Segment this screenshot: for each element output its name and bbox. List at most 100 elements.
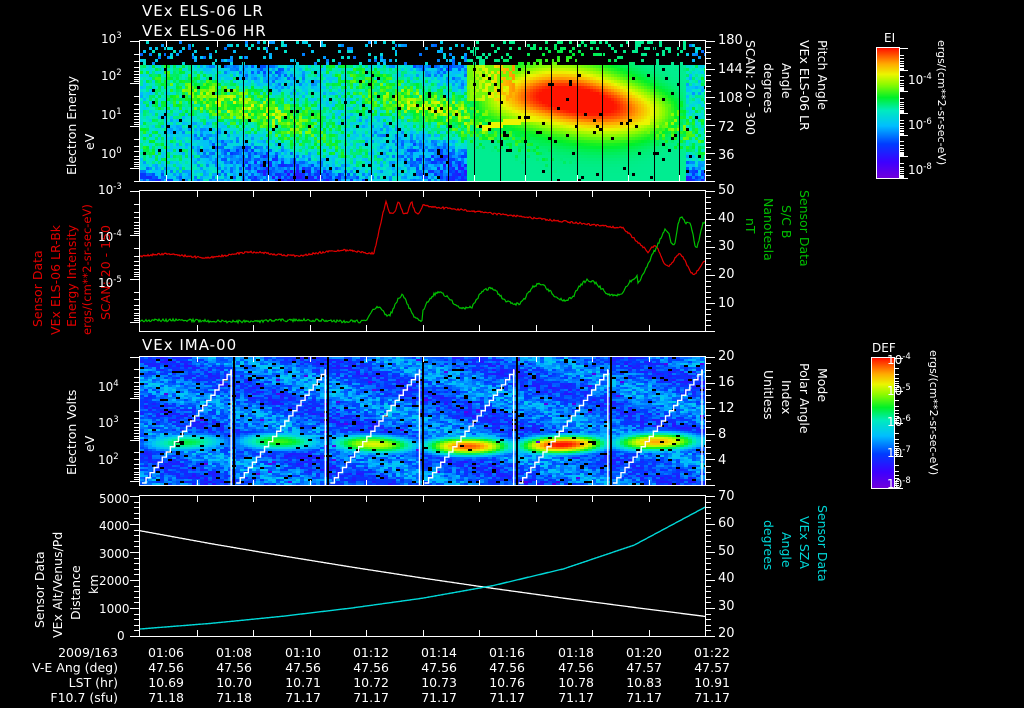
panel4-frame [139,495,706,637]
colorbar-def-frame [871,357,895,489]
panel4-ytick-4: 1000 [99,602,130,616]
panel2-ytick-0: 10-3 [98,182,122,197]
row-time-cell-4: 01:14 [420,645,457,660]
panel3-rtick-2: 12 [718,401,735,416]
row-ve-ang-cell-2: 47.56 [285,660,321,675]
panel3-title: VEx IMA-00 [142,336,238,354]
colorbar-def-ticks [895,357,903,489]
row-ve-ang-cell-7: 47.57 [626,660,662,675]
row-lst-cell-1: 10.70 [216,675,252,690]
row-lst-cell-5: 10.76 [489,675,525,690]
panel1-left-unit: eV [82,133,97,150]
row-f107-cell-8: 71.17 [694,690,730,705]
row-ve-ang-cell-6: 47.56 [558,660,594,675]
row-ve-ang-cell-8: 47.57 [694,660,730,675]
row-f107-cell-1: 71.18 [216,690,252,705]
colorbar-ei-title: EI [884,31,896,45]
panel1-rtick-1: 144 [718,62,743,77]
panel2-frame [139,190,706,332]
panel4-ytick-0: 5000 [99,492,130,506]
colorbar-def-tick-1: 10-5 [887,383,911,398]
panel1-title-hr: VEx ELS-06 HR [142,22,267,40]
panel3-spectrogram [140,357,705,485]
row-f107-cell-3: 71.17 [353,690,389,705]
row-ve-ang-cell-5: 47.56 [489,660,525,675]
panel2-ytick-2: 10-5 [98,275,122,290]
row-lst-cell-4: 10.73 [421,675,457,690]
row-f107-cell-0: 71.18 [148,690,184,705]
row-time-cell-2: 01:10 [284,645,321,660]
panel4-rtick-0: 70 [718,489,735,504]
row-time-cell-0: 01:06 [147,645,184,660]
colorbar-def [872,358,894,488]
row-f107-cell-6: 71.17 [558,690,594,705]
panel1-rtick-0: 180 [718,33,743,48]
row-f107-cell-2: 71.17 [285,690,321,705]
row-lst-cell-7: 10.83 [626,675,662,690]
panel2-rtick-4: 10 [718,296,735,311]
panel1-title-lr: VEx ELS-06 LR [142,2,264,20]
panel2-rtick-2: 30 [718,239,735,254]
panel1-rtick-2: 108 [718,91,743,106]
colorbar-ei [877,48,899,178]
panel2-left-ticks [130,190,139,332]
panel3-frame [139,356,706,486]
panel4-lineplot [140,496,705,636]
panel1-rtick-4: 36 [718,148,735,163]
panel4-ytick-3: 2000 [99,574,130,588]
panel2-right-ticks [706,190,715,332]
panel4-rtick-3: 40 [718,571,735,586]
colorbar-ei-tick-1: 10-6 [908,117,932,132]
row-time-cell-1: 01:08 [215,645,252,660]
colorbar-def-tick-2: 10-6 [887,414,911,429]
panel1-ytick-1: 102 [101,68,122,83]
panel1-ytick-2: 101 [101,107,122,122]
row-lst-cell-3: 10.72 [353,675,389,690]
row-time-cell-6: 01:18 [557,645,594,660]
colorbar-ei-ticks [900,47,908,179]
row-ve-ang-cell-0: 47.56 [148,660,184,675]
row-lst-cell-0: 10.69 [148,675,184,690]
row-ve-ang-label: V-E Ang (deg) [32,660,118,675]
row-lst-label: LST (hr) [68,675,118,690]
panel3-right-ticks [706,356,715,486]
colorbar-def-tick-3: 10-7 [887,445,911,460]
panel3-rtick-0: 20 [718,349,735,364]
row-time-cell-8: 01:22 [693,645,730,660]
colorbar-def-title: DEF [872,341,896,355]
panel2-ytick-1: 10-4 [98,229,122,244]
panel1-ytick-3: 100 [101,146,122,161]
panel2-rtick-1: 40 [718,211,735,226]
panel1-frame [139,40,706,182]
row-lst-cell-8: 10.91 [694,675,730,690]
panel4-ytick-2: 3000 [99,547,130,561]
panel3-ytick-0: 104 [98,379,119,394]
row-lst-cell-2: 10.71 [285,675,321,690]
panel4-rtick-1: 60 [718,516,735,531]
row-f107-cell-4: 71.17 [421,690,457,705]
row-lst-cell-6: 10.78 [558,675,594,690]
panel2-lineplot [140,191,705,331]
colorbar-def-tick-4: 10-8 [887,476,911,491]
panel3-ytick-1: 103 [98,415,119,430]
bottom-data-table: 2009/163 01:06 01:08 01:10 01:12 01:14 01:16 01… [0,645,1024,705]
panel1-ytick-0: 103 [101,31,122,46]
row-ve-ang-cell-1: 47.56 [216,660,252,675]
colorbar-ei-tick-0: 10-4 [908,72,932,87]
panel3-rtick-1: 16 [718,375,735,390]
row-time-cell-3: 01:12 [352,645,389,660]
panel4-left-ticks [130,495,139,637]
panel3-rtick-3: 8 [718,427,727,442]
panel4-ytick-5: 0 [117,629,125,643]
panel2-rtick-3: 20 [718,267,735,282]
panel4-rtick-4: 30 [718,599,735,614]
colorbar-ei-tick-2: 10-8 [908,162,932,177]
colorbar-ei-frame [876,47,900,179]
panel3-ytick-2: 102 [98,452,119,467]
panel1-left-ticks [130,40,139,182]
row-f107-label: F10.7 (sfu) [50,690,118,705]
row-f107-cell-7: 71.17 [626,690,662,705]
row-f107-cell-5: 71.17 [489,690,525,705]
panel1-right-ticks [706,40,715,182]
